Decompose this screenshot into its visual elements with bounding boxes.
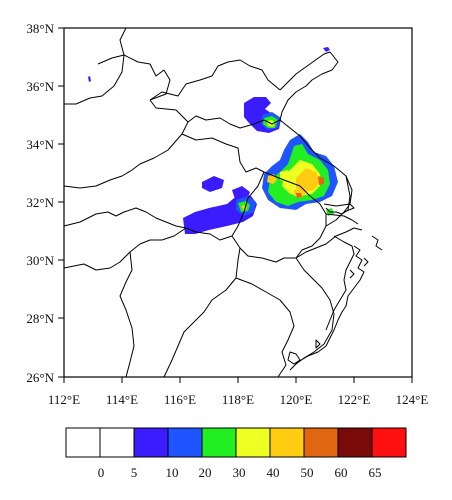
colorbar-label: 60 xyxy=(335,465,348,480)
colorbar-swatch xyxy=(269,427,305,458)
x-tick-label: 122°E xyxy=(338,392,371,407)
colorbar-swatch xyxy=(371,427,407,458)
province-boundaries xyxy=(63,27,383,378)
axis-ticks xyxy=(58,27,413,383)
colorbar-label: 5 xyxy=(131,465,138,480)
colorbar-swatch xyxy=(167,427,203,458)
y-tick-label: 34°N xyxy=(26,137,54,152)
colorbar-label: 40 xyxy=(267,465,280,480)
colorbar-label: 10 xyxy=(166,465,179,480)
y-tick-label: 36°N xyxy=(26,79,54,94)
colorbar: 0 5 10 20 30 40 50 60 65 xyxy=(65,427,407,480)
colorbar-swatch xyxy=(99,427,135,458)
x-tick-label: 114°E xyxy=(106,392,138,407)
x-tick-label: 120°E xyxy=(280,392,313,407)
x-tick-label: 124°E xyxy=(396,392,429,407)
colorbar-label: 65 xyxy=(369,465,382,480)
colorbar-swatch xyxy=(133,427,169,458)
colorbar-swatch xyxy=(337,427,373,458)
x-tick-label: 116°E xyxy=(164,392,196,407)
colorbar-label: 20 xyxy=(199,465,212,480)
colorbar-swatches xyxy=(65,427,407,458)
colorbar-label: 50 xyxy=(301,465,314,480)
y-tick-label: 30°N xyxy=(26,253,54,268)
y-tick-label: 32°N xyxy=(26,195,54,210)
rain-patch-northeast xyxy=(323,47,330,52)
y-tick-label: 26°N xyxy=(26,370,54,385)
x-tick-label: 118°E xyxy=(222,392,254,407)
colorbar-label: 0 xyxy=(98,465,105,480)
y-tick-label: 38°N xyxy=(26,21,54,36)
colorbar-swatch xyxy=(235,427,271,458)
rain-patch-northwest xyxy=(88,76,91,82)
colorbar-label: 30 xyxy=(233,465,246,480)
x-tick-label: 112°E xyxy=(48,392,80,407)
colorbar-swatch xyxy=(201,427,237,458)
x-axis-labels: 112°E 114°E 116°E 118°E 120°E 122°E 124°… xyxy=(48,392,428,407)
colorbar-swatch xyxy=(303,427,339,458)
precipitation-shading xyxy=(88,47,338,234)
y-tick-label: 28°N xyxy=(26,311,54,326)
y-axis-labels: 38°N 36°N 34°N 32°N 30°N 28°N 26°N xyxy=(26,21,54,385)
colorbar-swatch xyxy=(65,427,101,458)
colorbar-labels: 0 5 10 20 30 40 50 60 65 xyxy=(98,465,382,480)
